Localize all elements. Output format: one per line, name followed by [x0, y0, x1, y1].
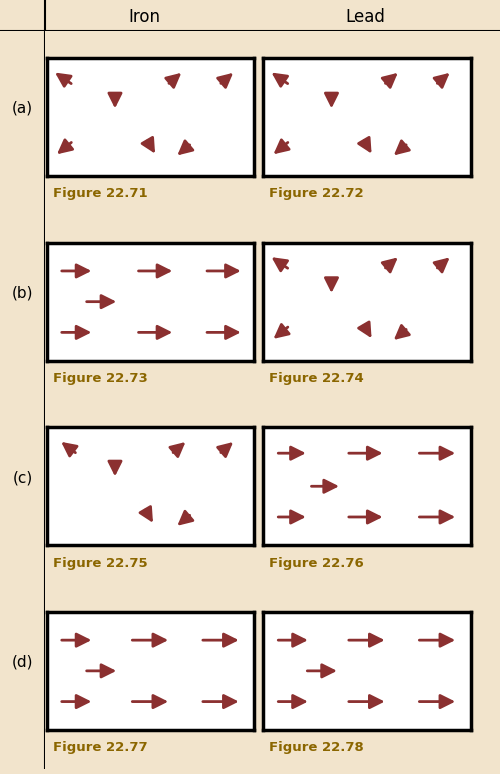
- Text: Iron: Iron: [128, 8, 160, 26]
- Text: Figure 22.78: Figure 22.78: [269, 741, 364, 754]
- Text: Figure 22.72: Figure 22.72: [269, 187, 364, 200]
- Text: Figure 22.74: Figure 22.74: [269, 372, 364, 385]
- Text: (b): (b): [12, 286, 33, 300]
- Text: Figure 22.73: Figure 22.73: [52, 372, 148, 385]
- Text: (c): (c): [12, 470, 32, 485]
- Text: Lead: Lead: [346, 8, 385, 26]
- Text: Figure 22.76: Figure 22.76: [269, 557, 364, 570]
- Text: (d): (d): [12, 655, 33, 670]
- Text: (a): (a): [12, 101, 33, 116]
- Text: Figure 22.75: Figure 22.75: [52, 557, 148, 570]
- Text: Figure 22.71: Figure 22.71: [52, 187, 148, 200]
- Text: Figure 22.77: Figure 22.77: [52, 741, 148, 754]
